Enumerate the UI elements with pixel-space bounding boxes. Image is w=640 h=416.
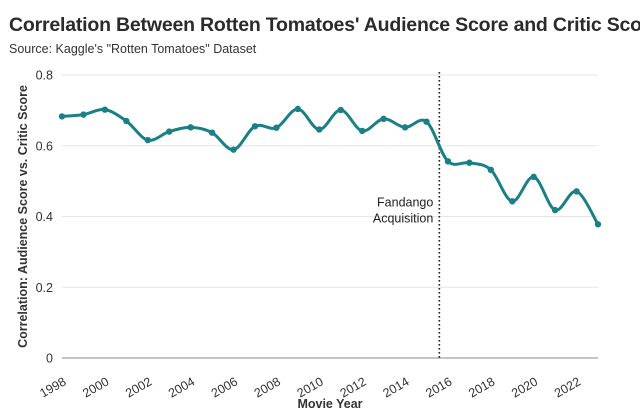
chart-title: Correlation Between Rotten Tomatoes' Aud… (9, 14, 640, 36)
data-point (487, 166, 494, 174)
data-point (466, 159, 473, 166)
data-point (101, 106, 109, 113)
data-point (230, 146, 237, 153)
data-point (594, 221, 602, 228)
x-tick-label: 2002 (123, 374, 154, 400)
y-tick-label: 0.4 (36, 210, 53, 224)
data-point (80, 111, 87, 118)
y-tick-label: 0.8 (36, 69, 53, 83)
x-tick-label: 1998 (37, 374, 68, 400)
data-point (294, 105, 302, 113)
data-point (573, 188, 580, 195)
data-point (509, 198, 516, 205)
data-point (530, 173, 537, 181)
data-point (401, 124, 409, 131)
x-tick-label: 2000 (80, 374, 111, 400)
chart-subtitle: Source: Kaggle's "Rotten Tomatoes" Datas… (9, 42, 257, 56)
x-tick-label: 2006 (209, 374, 240, 400)
x-tick-label: 2014 (380, 374, 411, 400)
x-axis-label: Movie Year (297, 397, 362, 411)
y-axis-ticks: 0 0.2 0.4 0.6 0.8 (36, 69, 53, 366)
series-line-correlation (60, 107, 600, 226)
data-point (273, 124, 280, 131)
x-tick-label: 2004 (166, 374, 197, 400)
x-tick-label: 2020 (509, 374, 540, 400)
data-point (337, 106, 344, 114)
data-point (358, 127, 366, 135)
gridlines (62, 74, 598, 288)
annotation-label-line2: Acquisition (373, 212, 433, 226)
data-point (423, 118, 430, 125)
annotation-label-line1: Fandango (377, 196, 433, 210)
data-point (187, 124, 194, 131)
data-point (444, 158, 452, 165)
data-point (144, 136, 151, 144)
x-tick-label: 2008 (252, 374, 283, 400)
y-axis-label: Correlation: Audience Score vs. Critic S… (16, 85, 30, 348)
data-point (316, 126, 323, 133)
y-tick-label: 0 (46, 352, 53, 366)
data-point (58, 113, 66, 120)
data-points (58, 105, 602, 228)
x-tick-label: 2016 (423, 374, 454, 400)
x-tick-label: 2022 (552, 374, 583, 400)
y-tick-label: 0.6 (36, 139, 53, 153)
data-point (208, 129, 216, 136)
data-point (251, 123, 259, 130)
data-point (551, 206, 559, 214)
x-tick-label: 2018 (466, 374, 497, 400)
data-point (166, 128, 173, 135)
y-tick-label: 0.2 (36, 281, 53, 295)
data-point (380, 115, 387, 123)
data-point (123, 117, 130, 125)
